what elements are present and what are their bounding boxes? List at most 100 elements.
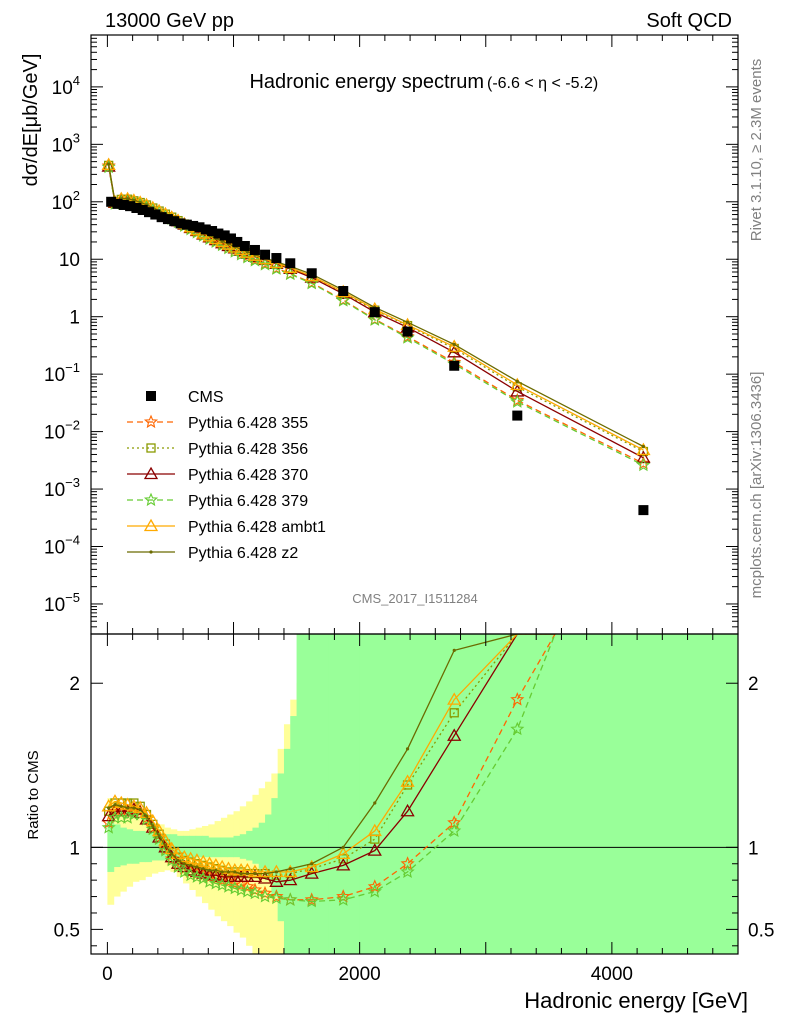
ratio-point: [274, 870, 278, 874]
ratio-point: [221, 879, 236, 893]
legend-label: Pythia 6.428 ambt1: [188, 519, 326, 536]
ratio-point: [253, 871, 257, 876]
main-y-label: dσ/dE[μb/GeV]: [20, 54, 42, 187]
cms-data-point: [232, 236, 243, 247]
main-point: [304, 275, 319, 290]
legend: CMS Pythia 6.428 355 Pythia 6.428 356 Pythi…: [127, 389, 326, 562]
legend-entry: CMS: [146, 389, 224, 406]
cms-data-point: [150, 209, 161, 220]
main-point: [220, 239, 224, 243]
ratio-point: [240, 879, 255, 893]
stat-band-bin: [120, 827, 127, 866]
ratio-y-tick-label: 1: [69, 838, 80, 859]
stat-band-bin: [239, 834, 247, 859]
ratio-point: [336, 858, 351, 871]
main-point: [636, 455, 651, 470]
stat-band-bin: [296, 634, 329, 954]
main-point: [125, 197, 130, 201]
legend-label: Pythia 6.428 356: [188, 441, 308, 458]
cms-data-point: [239, 241, 250, 252]
ratio-point: [367, 884, 382, 898]
y-tick-label: 104: [52, 73, 80, 99]
header-left: 13000 GeV pp: [105, 10, 234, 32]
y-tick-label: 10: [59, 250, 80, 271]
ratio-point: [240, 884, 255, 898]
legend-entry: Pythia 6.428 356: [127, 441, 308, 458]
legend-marker: [143, 492, 159, 507]
legend-label: Pythia 6.428 z2: [188, 545, 298, 562]
main-point: [367, 312, 382, 326]
main-point: [215, 234, 230, 248]
ratio-point: [158, 840, 173, 853]
stat-band-bin: [258, 822, 266, 869]
x-tick-label: 4000: [591, 964, 633, 985]
cms-data-point: [112, 198, 123, 209]
main-point: [132, 198, 136, 202]
ratio-point: [367, 823, 382, 837]
cms-data-point: [638, 505, 649, 516]
ratio-point: [257, 864, 273, 878]
cms-data-point: [338, 286, 349, 297]
ratio-y-tick-label: 0.5: [54, 920, 80, 941]
y-tick-label: 10−4: [44, 533, 80, 559]
ratio-point: [269, 874, 284, 887]
legend-marker: [143, 414, 159, 429]
ratio-point: [447, 823, 462, 837]
ratio-point: [447, 728, 462, 741]
rivet-label: Rivet 3.1.10, ≥ 2.3M events: [748, 59, 765, 242]
legend-entry: Pythia 6.428 370: [127, 466, 308, 484]
ratio-line-dot-5: [108, 634, 556, 875]
legend-marker: [143, 466, 159, 480]
cms-data-point: [225, 233, 236, 244]
ratio-point: [400, 803, 415, 817]
main-point: [636, 450, 651, 463]
ratio-point: [189, 863, 193, 867]
cms-data-point: [260, 249, 271, 260]
stat-band-bin: [246, 830, 253, 861]
main-point: [510, 392, 525, 407]
ratio-point: [269, 889, 284, 903]
legend-marker: [143, 518, 159, 532]
cms-data-point: [144, 207, 155, 218]
ratio-point: [126, 798, 142, 812]
ratio-point: [269, 890, 284, 905]
y-tick-label: 103: [52, 130, 80, 156]
ratio-point: [182, 862, 186, 866]
ratio-frame: [90, 633, 739, 955]
ratio-point: [195, 865, 199, 869]
ratio-point: [177, 864, 192, 878]
x-axis-label: Hadronic energy [GeV]: [524, 988, 748, 1013]
stat-band-bin: [359, 634, 392, 954]
ratio-y-tick-label-right: 1: [748, 838, 759, 859]
stat-band-bin: [328, 634, 361, 954]
ratio-point: [177, 849, 192, 863]
ratio-y-tick-label-right: 0.5: [748, 920, 774, 941]
ratio-point: [189, 853, 205, 866]
ratio-point: [183, 867, 198, 882]
ratio-point: [208, 875, 223, 890]
ratio-point: [196, 854, 211, 868]
main-point: [257, 257, 273, 271]
ratio-point: [257, 871, 273, 884]
ratio-point: [336, 846, 351, 860]
legend-marker: [149, 550, 153, 554]
ratio-point: [170, 846, 186, 860]
ratio-y-label: Ratio to CMS: [25, 750, 42, 839]
cms-data-point: [402, 326, 413, 337]
cms-data-point: [369, 307, 380, 318]
ratio-point: [233, 870, 237, 874]
main-point: [101, 159, 116, 172]
ratio-point: [189, 869, 204, 883]
ratio-point: [373, 801, 377, 805]
ratio-point: [452, 648, 456, 653]
main-line-5: [108, 164, 644, 448]
main-point: [641, 444, 646, 449]
cms-data-point: [249, 244, 260, 255]
cms-data-point: [207, 226, 218, 237]
ratio-point: [510, 692, 525, 706]
main-point: [636, 442, 651, 456]
ratio-point: [125, 806, 130, 810]
main-point: [510, 377, 525, 391]
ratio-point: [119, 804, 123, 808]
ratio-point: [151, 824, 155, 828]
